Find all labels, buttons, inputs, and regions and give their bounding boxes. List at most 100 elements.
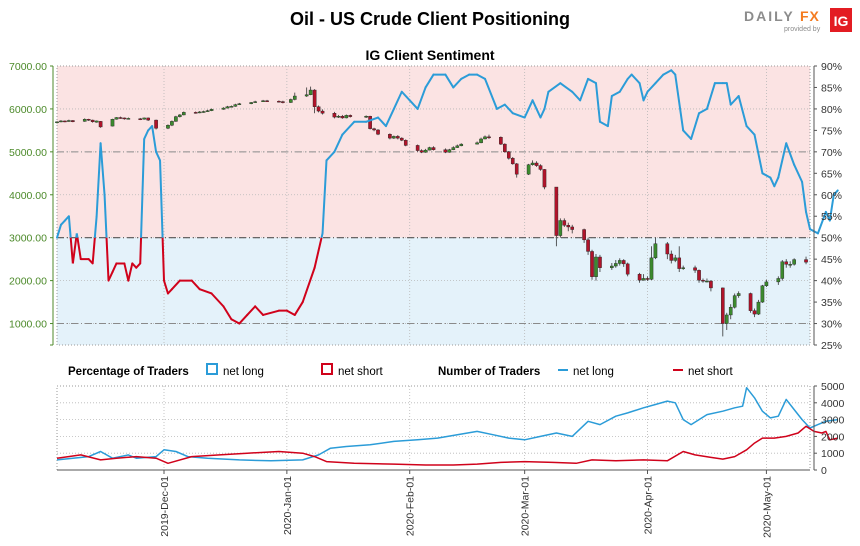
- sentiment-segment: [511, 112, 526, 119]
- left-tick-label: 4000.00: [9, 190, 47, 202]
- candle-body: [399, 137, 404, 141]
- sentiment-segment: [682, 129, 693, 140]
- date-tick-label: 2020-Mar-01: [520, 476, 532, 536]
- candle-body: [756, 301, 761, 315]
- candle-body: [126, 118, 131, 120]
- candle-body: [669, 253, 674, 261]
- left-tick-label: 1000.00: [9, 319, 47, 331]
- ig-logo-box: [830, 8, 852, 32]
- candle-body: [645, 278, 650, 280]
- date-tick-label: 2020-May-01: [761, 476, 773, 538]
- candle-body: [455, 145, 460, 148]
- sentiment-segment: [238, 313, 249, 325]
- candle-body: [166, 125, 170, 129]
- sentiment-segment: [333, 133, 344, 153]
- sentiment-segment: [400, 90, 411, 102]
- candle-body: [499, 137, 503, 145]
- sentiment-segment: [408, 99, 419, 110]
- sentiment-segment: [301, 266, 316, 304]
- sentiment-segment: [654, 73, 665, 85]
- sentiment-segment: [151, 125, 158, 153]
- candle-body: [598, 256, 602, 268]
- sentiment-segment: [170, 279, 181, 291]
- candle-body: [475, 142, 479, 145]
- sentiment-segment: [75, 233, 79, 238]
- candle-body: [55, 121, 59, 124]
- right-tick-label: 85%: [821, 82, 842, 94]
- sentiment-segment: [662, 69, 673, 76]
- sentiment-segment: [285, 309, 296, 316]
- sentiment-segment: [321, 159, 328, 235]
- candles: [55, 86, 808, 337]
- candle-body: [71, 120, 75, 122]
- sentiment-lines: [56, 69, 839, 325]
- candle-body: [419, 150, 424, 153]
- candle-body: [193, 112, 198, 114]
- legend-percentage-title: Percentage of Traders: [68, 366, 189, 378]
- candle-body: [209, 109, 214, 111]
- sentiment-segment: [729, 95, 740, 106]
- candle-body: [415, 145, 420, 151]
- sentiment-segment: [828, 193, 835, 222]
- candle-body: [114, 117, 119, 120]
- candle-body: [526, 164, 531, 175]
- candle-body: [170, 121, 174, 126]
- sentiment-segment: [805, 210, 811, 231]
- sentiment-segment: [646, 82, 657, 93]
- sentiment-segment: [793, 163, 804, 183]
- sentiment-segment: [587, 77, 597, 85]
- sentiment-segment: [262, 309, 280, 316]
- traders-tick-label: 5000: [821, 381, 845, 393]
- candle-body: [364, 116, 368, 118]
- sentiment-segment: [384, 107, 395, 128]
- sentiment-segment: [123, 262, 130, 282]
- sentiment-segment: [91, 237, 96, 264]
- sentiment-segment: [377, 116, 387, 128]
- sentiment-segment: [547, 82, 562, 93]
- legend-pct-net-long-swatch: [206, 363, 218, 375]
- sentiment-segment: [161, 237, 166, 281]
- brand-ig: IG: [834, 13, 849, 29]
- sentiment-segment: [769, 176, 776, 188]
- sentiment-segment: [140, 138, 146, 238]
- sentiment-segment: [163, 279, 169, 295]
- sentiment-segment: [737, 95, 748, 128]
- candle-body: [154, 119, 158, 129]
- candle-body: [320, 110, 325, 114]
- candle-body: [459, 143, 464, 147]
- sentiment-segment: [642, 90, 649, 102]
- candle-body: [701, 279, 705, 282]
- sentiment-segment: [606, 95, 613, 128]
- sentiment-segment: [484, 77, 498, 110]
- right-tick-label: 60%: [821, 190, 842, 202]
- candle-body: [507, 151, 511, 159]
- left-tick-label: 5000.00: [9, 147, 47, 159]
- candle-body: [673, 257, 678, 261]
- sentiment-segment: [416, 86, 427, 110]
- candle-body: [705, 280, 709, 283]
- left-tick-label: 6000.00: [9, 104, 47, 116]
- candle-body: [261, 100, 265, 102]
- sentiment-segment: [773, 176, 780, 188]
- right-tick-label: 30%: [821, 319, 842, 331]
- right-tick-label: 50%: [821, 233, 842, 245]
- sentiment-segment: [143, 129, 150, 140]
- sentiment-segment: [503, 103, 514, 115]
- candle-body: [594, 256, 598, 277]
- candle-body: [514, 163, 519, 175]
- right-tick-label: 70%: [821, 147, 842, 159]
- traders-plot-frame: [56, 385, 811, 471]
- candle-body: [388, 134, 392, 139]
- candle-body: [98, 121, 103, 128]
- candle-body: [431, 147, 436, 150]
- candle-body: [542, 169, 547, 188]
- candle-body: [336, 116, 341, 118]
- traders-tick-label: 1000: [821, 448, 845, 460]
- candle-body: [142, 117, 146, 120]
- sentiment-segment: [111, 262, 118, 274]
- sentiment-segment: [618, 77, 629, 93]
- candle-body: [372, 128, 376, 131]
- candle-body: [392, 136, 396, 139]
- long-zone: [57, 237, 810, 345]
